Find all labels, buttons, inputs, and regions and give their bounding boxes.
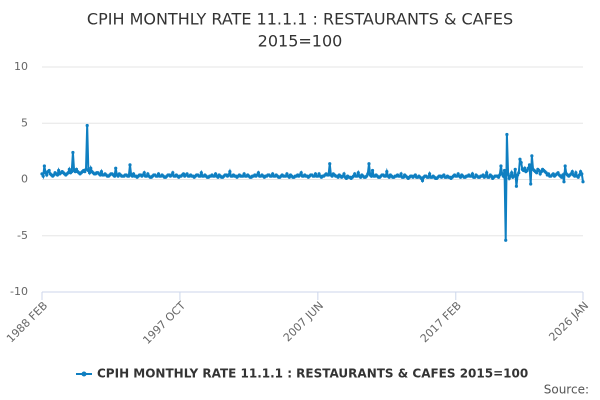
point — [574, 171, 578, 175]
y-tick-label: 0 — [21, 173, 28, 186]
point — [369, 174, 373, 178]
y-tick-label: -5 — [17, 229, 28, 242]
point — [57, 168, 61, 173]
x-tick-label: 2007 JUN — [281, 299, 326, 344]
point — [504, 238, 508, 242]
point — [114, 166, 118, 170]
point — [84, 167, 88, 171]
point — [420, 179, 425, 183]
point — [505, 132, 509, 137]
x-tick-label: 2026 JAN — [546, 299, 591, 344]
point — [580, 172, 584, 176]
point — [47, 168, 51, 173]
point — [342, 172, 346, 176]
point — [98, 173, 102, 177]
point — [499, 164, 503, 168]
y-tick-label: 5 — [21, 116, 28, 129]
point — [537, 168, 541, 173]
point — [470, 172, 475, 176]
point — [227, 173, 231, 177]
x-tick-label: 2017 FEB — [418, 299, 464, 345]
point — [367, 162, 371, 166]
point — [562, 180, 566, 184]
legend-label: CPIH MONTHLY RATE 11.1.1 : RESTAURANTS &… — [97, 367, 528, 381]
point — [570, 170, 574, 174]
point — [326, 173, 331, 177]
point — [328, 162, 332, 166]
x-tick-label: 1997 OCT — [140, 299, 188, 347]
point — [506, 172, 510, 176]
chart-title: CPIH MONTHLY RATE 11.1.1 : RESTAURANTS &… — [87, 10, 513, 29]
point — [577, 173, 582, 177]
point — [256, 171, 260, 175]
point — [85, 123, 89, 128]
y-tick-label: 10 — [14, 60, 28, 73]
point — [573, 174, 577, 178]
point — [42, 164, 46, 168]
point — [530, 154, 534, 158]
point — [527, 163, 532, 167]
point — [67, 167, 71, 171]
point — [535, 171, 539, 175]
point — [355, 174, 359, 178]
point — [502, 168, 507, 173]
point — [508, 174, 513, 178]
source: Source: — [544, 383, 589, 397]
point — [99, 170, 104, 174]
point — [399, 172, 403, 176]
point — [366, 172, 370, 176]
point — [513, 167, 517, 171]
point — [171, 171, 175, 175]
point — [483, 174, 488, 178]
point — [127, 174, 131, 178]
point — [514, 184, 519, 188]
point — [142, 171, 146, 175]
point — [45, 173, 49, 177]
point — [89, 166, 93, 170]
point — [370, 168, 375, 173]
point — [526, 166, 530, 170]
point — [128, 163, 132, 167]
series-line — [41, 125, 584, 241]
chart-subtitle: 2015=100 — [258, 32, 343, 51]
point — [198, 174, 202, 178]
point — [498, 173, 502, 177]
point — [563, 164, 567, 168]
point — [66, 171, 70, 175]
point — [228, 170, 232, 174]
point — [385, 170, 389, 174]
point — [299, 171, 303, 175]
y-tick-label: -10 — [10, 285, 28, 298]
point — [485, 171, 489, 175]
point — [518, 157, 522, 161]
point — [512, 174, 516, 178]
point — [428, 172, 432, 176]
point — [71, 150, 75, 155]
point — [529, 182, 533, 186]
point — [356, 171, 360, 175]
point — [426, 175, 431, 179]
x-tick-label: 1988 FEB — [4, 299, 50, 345]
point — [384, 174, 388, 178]
point — [510, 171, 514, 175]
point — [501, 174, 505, 178]
point — [523, 166, 527, 170]
legend-marker — [81, 371, 87, 377]
point — [199, 171, 203, 175]
point — [55, 173, 60, 177]
point — [517, 171, 521, 175]
point — [581, 180, 585, 184]
point — [519, 161, 523, 165]
point — [112, 174, 117, 178]
point — [41, 174, 45, 178]
point — [70, 170, 74, 174]
point — [561, 173, 565, 177]
point — [87, 171, 92, 175]
